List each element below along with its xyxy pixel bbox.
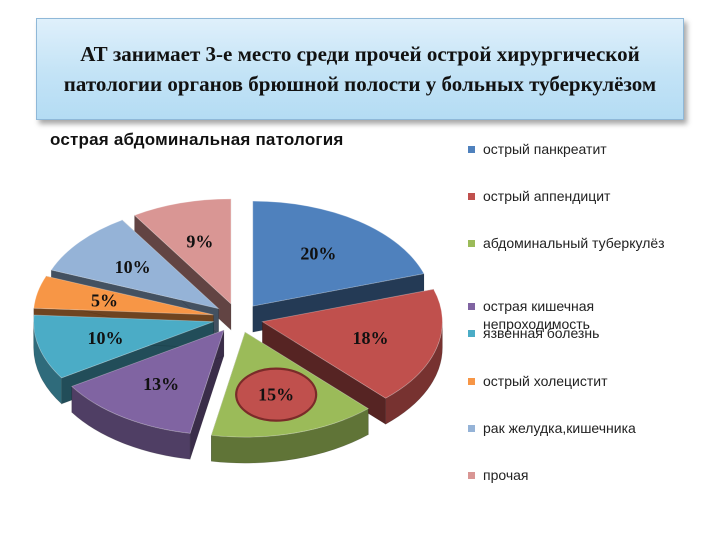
legend-item-6: острый холецистит: [468, 372, 718, 390]
legend-label: острый аппендицит: [483, 188, 611, 204]
legend-label: острый панкреатит: [483, 141, 607, 157]
legend-item-8: прочая: [468, 466, 718, 484]
legend-label: прочая: [483, 467, 529, 483]
legend-swatch: [468, 330, 475, 337]
legend-label: язвенная болезнь: [483, 325, 600, 341]
slide-title-box: АТ занимает 3-е место среди прочей остро…: [36, 18, 684, 120]
legend-swatch: [468, 425, 475, 432]
legend-item-2: острый аппендицит: [468, 187, 718, 205]
slice-label-8: 9%: [186, 231, 213, 251]
legend-swatch: [468, 240, 475, 247]
legend-label: острый холецистит: [483, 373, 608, 389]
legend-item-3: абдоминальный туберкулёз: [468, 234, 718, 252]
legend-item-4: острая кишечная непроходимость: [468, 297, 718, 333]
legend-item-5: язвенная болезнь: [468, 324, 718, 342]
chart-title: острая абдоминальная патология: [50, 130, 344, 149]
slice-label-4: 13%: [143, 374, 179, 394]
slice-label-2: 18%: [353, 328, 389, 348]
slice-label-5: 10%: [87, 328, 123, 348]
slice-label-1: 20%: [300, 243, 336, 263]
legend-item-7: рак желудка,кишечника: [468, 419, 718, 437]
legend-swatch: [468, 303, 475, 310]
pie-slice-2: [261, 288, 443, 425]
legend-label: острая кишечная непроходимость: [483, 298, 595, 332]
legend-swatch: [468, 193, 475, 200]
legend-swatch: [468, 378, 475, 385]
slice-label-3: 15%: [258, 385, 294, 405]
legend-label: абдоминальный туберкулёз: [483, 235, 665, 251]
pie-slice-4: [71, 329, 225, 460]
slide-title: АТ занимает 3-е место среди прочей остро…: [63, 42, 657, 96]
legend-swatch: [468, 146, 475, 153]
highlight-ellipse: [235, 367, 318, 422]
slice-label-6: 5%: [91, 291, 118, 311]
slice-label-7: 10%: [115, 257, 151, 277]
legend-item-1: острый панкреатит: [468, 140, 718, 158]
legend-swatch: [468, 472, 475, 479]
legend-label: рак желудка,кишечника: [483, 420, 636, 436]
